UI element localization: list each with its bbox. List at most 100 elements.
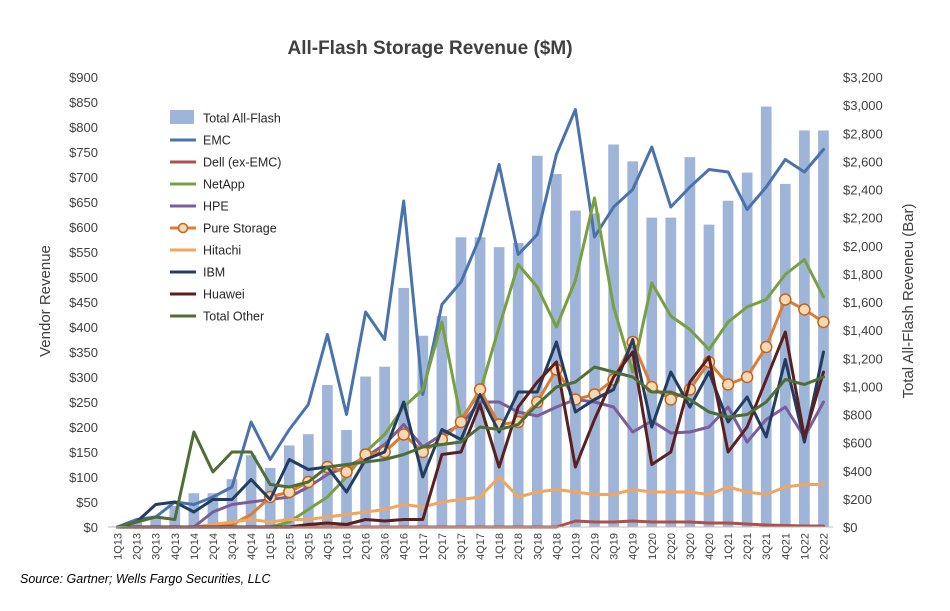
pure-storage-point-1Q21 — [721, 378, 735, 391]
x-tick-label: 4Q19 — [628, 533, 640, 560]
x-tick-label: 3Q15 — [303, 533, 315, 560]
legend-label-total-all-flash: Total All-Flash — [203, 112, 281, 126]
right-tick-label: $1,600 — [843, 295, 883, 310]
legend-marker-pure-storage — [177, 222, 189, 234]
x-tick-label: 1Q14 — [189, 533, 201, 560]
left-tick-label: $150 — [69, 445, 98, 460]
left-axis-title: Vendor Revenue — [37, 245, 54, 357]
x-tick-label: 3Q13 — [151, 533, 163, 560]
x-tick-label: 4Q21 — [780, 533, 792, 560]
bar-3Q20 — [684, 157, 696, 527]
left-tick-label: $800 — [69, 120, 98, 135]
bar-3Q17 — [455, 237, 467, 527]
right-tick-label: $1,200 — [843, 351, 883, 366]
left-tick-label: $300 — [69, 370, 98, 385]
right-tick-label: $600 — [843, 436, 872, 451]
right-axis-title: Total All-Flash Reveneu (Bar) — [900, 203, 917, 398]
pure-storage-point-3Q17 — [454, 415, 468, 429]
pure-storage-point-1Q22 — [798, 303, 811, 316]
source-note: Source: Gartner; Wells Fargo Securities,… — [20, 572, 271, 586]
x-axis-ticks: 1Q13 2Q13 3Q13 4Q13 1Q14 2Q14 3Q14 4Q14 1Q15 2Q15… — [113, 533, 831, 560]
right-tick-label: $200 — [843, 492, 872, 507]
x-tick-label: 1Q16 — [341, 533, 353, 560]
bar-3Q21 — [760, 106, 772, 527]
legend-label-emc: EMC — [203, 134, 231, 148]
right-tick-label: $2,200 — [843, 211, 883, 226]
right-tick-label: $2,600 — [843, 154, 883, 169]
bar-1Q17 — [417, 335, 429, 527]
right-tick-label: $2,400 — [843, 183, 883, 198]
legend-label-hpe: HPE — [203, 200, 229, 214]
series-line-total-other — [116, 365, 825, 529]
x-tick-label: 2Q18 — [513, 533, 525, 560]
bar-1Q20 — [646, 217, 658, 527]
x-tick-label: 3Q18 — [532, 533, 544, 560]
x-tick-label: 2Q21 — [742, 533, 754, 560]
x-tick-label: 2Q19 — [590, 533, 602, 560]
x-tick-label: 4Q17 — [475, 533, 487, 560]
x-tick-label: 1Q15 — [265, 533, 277, 560]
left-tick-label: $850 — [69, 95, 98, 110]
pure-storage-point-4Q16 — [397, 428, 410, 441]
bar-1Q14 — [188, 493, 200, 527]
x-tick-label: 1Q17 — [418, 533, 430, 560]
bar-1Q18 — [493, 247, 505, 527]
pure-storage-point-4Q21 — [779, 293, 792, 306]
legend-label-ibm: IBM — [203, 266, 225, 280]
pure-storage-point-3Q18 — [531, 395, 544, 409]
bar-4Q14 — [245, 455, 257, 527]
x-tick-label: 3Q14 — [227, 533, 239, 560]
x-tick-label: 1Q22 — [799, 533, 811, 560]
x-tick-label: 3Q20 — [685, 533, 697, 560]
right-tick-label: $3,000 — [843, 98, 883, 113]
left-tick-label: $0 — [84, 520, 98, 535]
x-tick-label: 4Q15 — [322, 533, 334, 560]
left-tick-label: $450 — [69, 295, 98, 310]
x-tick-label: 2Q20 — [666, 533, 678, 560]
pure-storage-point-2Q21 — [740, 370, 754, 384]
bar-2Q17 — [436, 316, 448, 527]
legend-label-hitachi: Hitachi — [203, 244, 241, 258]
bar-4Q17 — [474, 237, 486, 527]
legend-label-huawei: Huawei — [203, 288, 245, 302]
pure-storage-point-1Q16 — [340, 465, 353, 479]
right-tick-label: $2,800 — [843, 126, 883, 141]
left-tick-label: $250 — [69, 395, 98, 410]
pure-storage-point-3Q21 — [759, 340, 773, 354]
bar-3Q19 — [608, 144, 619, 527]
x-tick-label: 2Q17 — [437, 533, 449, 560]
bar-2Q21 — [741, 172, 753, 527]
bar-4Q21 — [779, 183, 791, 527]
series-line-emc — [116, 108, 825, 529]
x-tick-label: 4Q18 — [551, 533, 563, 560]
right-tick-label: $1,000 — [843, 379, 883, 394]
x-tick-label: 1Q19 — [570, 533, 582, 560]
legend: Total All-Flash EMC Dell (ex-EMC) NetApp HPE… — [170, 110, 281, 324]
left-tick-label: $500 — [69, 270, 98, 285]
legend-label-total-other: Total Other — [203, 310, 264, 324]
x-tick-label: 3Q21 — [761, 533, 773, 560]
x-tick-label: 1Q20 — [647, 533, 659, 560]
legend-label-pure-storage: Pure Storage — [203, 222, 277, 236]
x-tick-label: 4Q13 — [170, 533, 182, 560]
x-tick-label: 2Q22 — [818, 533, 830, 560]
left-tick-label: $650 — [69, 195, 98, 210]
x-tick-label: 4Q14 — [246, 533, 258, 560]
right-tick-label: $1,400 — [843, 323, 883, 338]
bar-3Q18 — [531, 155, 543, 527]
series-line-hitachi — [116, 475, 825, 529]
x-tick-label: 2Q13 — [132, 533, 144, 560]
x-tick-label: 3Q19 — [609, 533, 621, 560]
left-tick-label: $750 — [69, 145, 98, 160]
bar-2Q18 — [512, 242, 524, 527]
left-tick-label: $50 — [76, 495, 98, 510]
x-tick-label: 2Q14 — [208, 533, 220, 560]
left-tick-label: $900 — [69, 70, 98, 85]
bar-1Q22 — [799, 130, 810, 527]
right-tick-label: $400 — [843, 464, 872, 479]
x-tick-label: 1Q13 — [113, 533, 125, 560]
bar-1Q21 — [722, 200, 734, 527]
right-tick-label: $3,200 — [843, 70, 883, 85]
x-tick-label: 1Q18 — [494, 533, 506, 560]
